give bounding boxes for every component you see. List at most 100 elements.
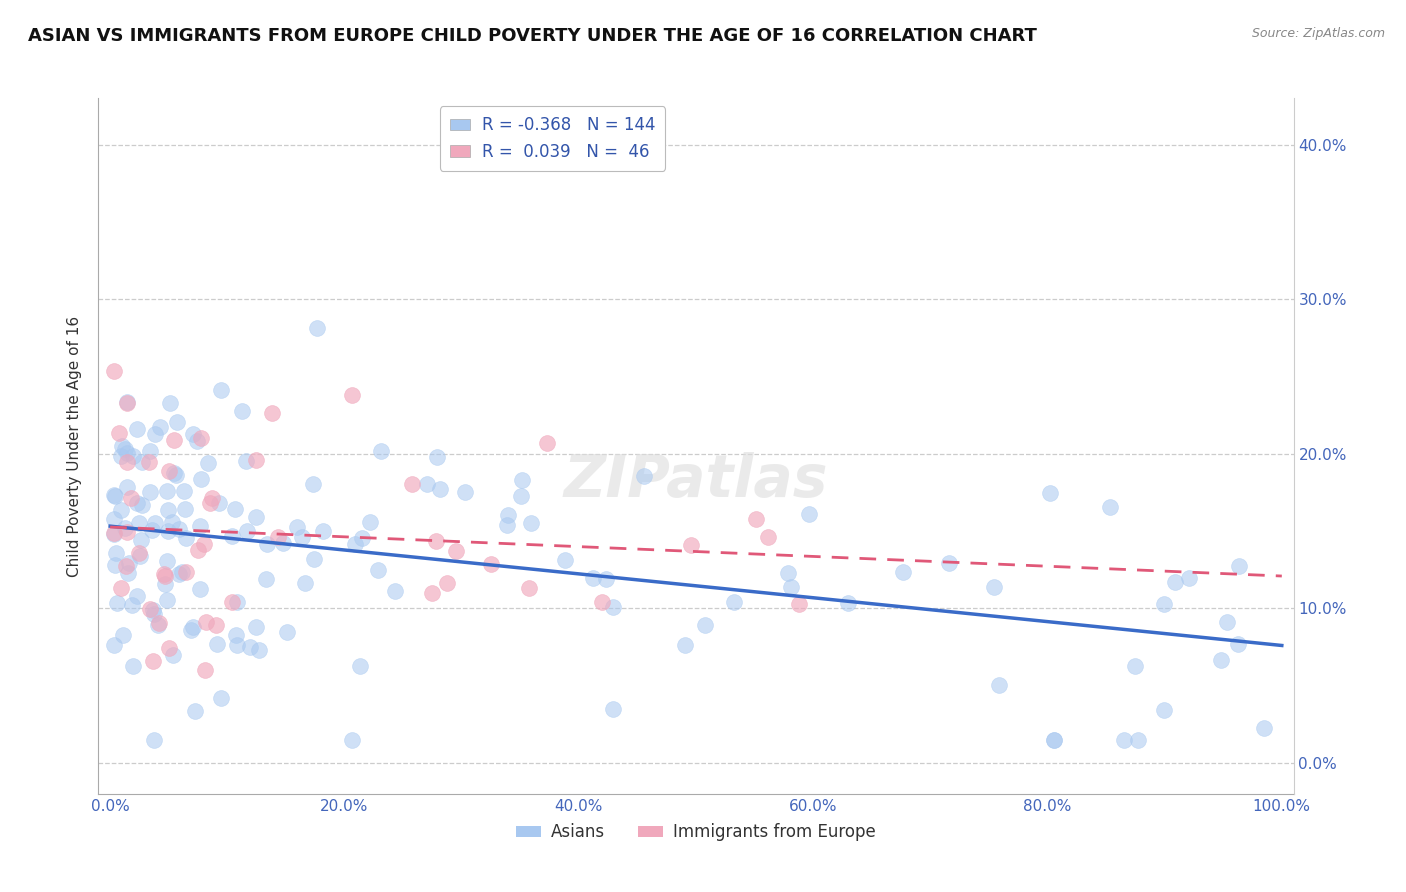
Point	[453, 484, 475, 499]
Point	[138, 602, 160, 616]
Point	[181, 426, 204, 441]
Point	[343, 537, 366, 551]
Point	[384, 583, 406, 598]
Point	[148, 616, 170, 631]
Point	[591, 595, 613, 609]
Point	[184, 705, 207, 719]
Point	[416, 476, 439, 491]
Point	[103, 638, 125, 652]
Point	[120, 491, 142, 505]
Point	[1128, 732, 1150, 747]
Point	[197, 456, 219, 470]
Point	[554, 553, 576, 567]
Point	[673, 639, 696, 653]
Point	[225, 595, 247, 609]
Point	[311, 524, 333, 538]
Point	[188, 518, 211, 533]
Point	[181, 620, 204, 634]
Point	[1227, 559, 1250, 574]
Point	[166, 468, 188, 483]
Point	[245, 509, 267, 524]
Point	[142, 732, 165, 747]
Point	[267, 530, 290, 544]
Point	[302, 552, 325, 566]
Point	[118, 557, 141, 571]
Point	[302, 476, 325, 491]
Point	[188, 582, 211, 597]
Point	[987, 678, 1010, 692]
Point	[510, 489, 533, 503]
Point	[520, 516, 543, 531]
Point	[723, 595, 745, 609]
Point	[239, 640, 262, 654]
Point	[1253, 722, 1275, 736]
Point	[254, 572, 277, 586]
Point	[162, 648, 184, 663]
Point	[231, 404, 253, 418]
Point	[114, 442, 136, 457]
Point	[128, 516, 150, 530]
Point	[173, 484, 195, 499]
Point	[893, 566, 915, 580]
Point	[1098, 500, 1121, 515]
Point	[127, 422, 149, 436]
Point	[105, 596, 128, 610]
Point	[1039, 486, 1062, 500]
Point	[148, 419, 170, 434]
Point	[496, 517, 519, 532]
Point	[115, 559, 138, 574]
Point	[787, 597, 810, 611]
Point	[1153, 702, 1175, 716]
Point	[157, 524, 180, 538]
Point	[160, 516, 183, 530]
Point	[115, 455, 138, 469]
Point	[115, 395, 138, 409]
Point	[681, 538, 703, 552]
Point	[271, 536, 294, 550]
Point	[1209, 653, 1232, 667]
Point	[745, 512, 768, 526]
Point	[425, 534, 447, 549]
Point	[143, 607, 166, 621]
Point	[115, 395, 138, 409]
Point	[152, 566, 174, 581]
Point	[157, 464, 180, 478]
Point	[367, 563, 389, 577]
Point	[103, 364, 125, 378]
Y-axis label: Child Poverty Under the Age of 16: Child Poverty Under the Age of 16	[67, 316, 83, 576]
Point	[173, 501, 195, 516]
Point	[1177, 572, 1199, 586]
Point	[429, 483, 451, 497]
Point	[110, 502, 132, 516]
Point	[291, 530, 314, 544]
Point	[186, 434, 208, 449]
Point	[1123, 658, 1146, 673]
Text: ASIAN VS IMMIGRANTS FROM EUROPE CHILD POVERTY UNDER THE AGE OF 16 CORRELATION CH: ASIAN VS IMMIGRANTS FROM EUROPE CHILD PO…	[28, 27, 1038, 45]
Point	[426, 450, 449, 464]
Point	[103, 525, 125, 540]
Point	[245, 620, 267, 634]
Point	[209, 383, 232, 397]
Point	[145, 516, 167, 530]
Text: Source: ZipAtlas.com: Source: ZipAtlas.com	[1251, 27, 1385, 40]
Point	[225, 627, 247, 641]
Point	[247, 643, 270, 657]
Point	[128, 546, 150, 560]
Point	[1227, 636, 1250, 650]
Point	[208, 496, 231, 510]
Point	[370, 444, 392, 458]
Point	[350, 531, 373, 545]
Point	[693, 617, 716, 632]
Point	[193, 537, 215, 551]
Point	[129, 549, 152, 563]
Point	[107, 425, 129, 440]
Point	[103, 527, 125, 541]
Point	[837, 596, 859, 610]
Point	[103, 488, 125, 502]
Point	[276, 624, 298, 639]
Point	[129, 533, 152, 547]
Point	[498, 508, 520, 522]
Point	[235, 454, 257, 468]
Point	[236, 524, 259, 538]
Point	[190, 431, 212, 445]
